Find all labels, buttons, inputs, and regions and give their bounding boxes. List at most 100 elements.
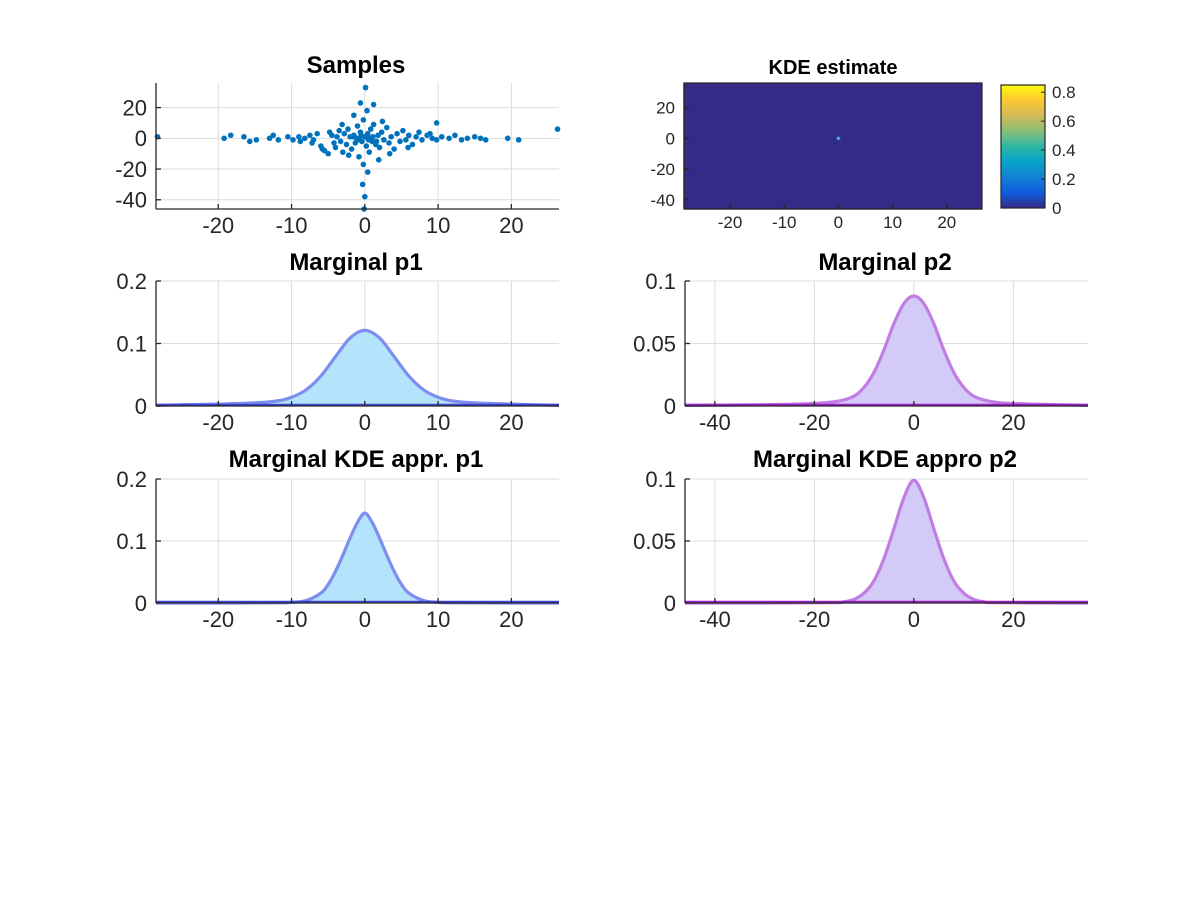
sample-point	[350, 133, 356, 140]
kde-title: KDE estimate	[769, 57, 898, 79]
marginal-kde-p1-title: Marginal KDE appr. p1	[229, 446, 484, 473]
sample-point	[405, 132, 412, 139]
marginal-p1-plot: Marginal p1 -20 -10 0 10 20 0 0.1 0.2	[116, 249, 560, 435]
sample-point	[413, 133, 419, 140]
y-tick-label: -20	[650, 160, 675, 179]
x-tick-label: 20	[499, 410, 523, 435]
samples-grid	[156, 83, 559, 209]
sample-point	[458, 137, 465, 143]
sample-point	[364, 169, 371, 175]
x-tick-label: -20	[202, 607, 234, 632]
density-fill	[156, 513, 559, 603]
x-tick-label: 20	[937, 213, 956, 232]
sample-point	[337, 138, 344, 145]
sample-point	[253, 137, 260, 143]
sample-point	[314, 130, 321, 137]
kde-colorbar	[1000, 84, 1046, 209]
sample-point	[427, 130, 433, 137]
marginal-kde-p1-curve	[156, 511, 559, 605]
sample-point	[246, 138, 253, 145]
sample-point	[429, 135, 436, 142]
sample-point	[375, 157, 382, 163]
sample-point	[336, 127, 342, 134]
y-tick-label: 0.05	[633, 331, 676, 356]
y-tick-label: 0.2	[116, 467, 147, 492]
kde-axes: -20 -10 0 10 20 -40 -20 0 20	[650, 82, 983, 232]
y-tick-label: 0	[135, 126, 147, 151]
y-tick-label: 0	[666, 129, 675, 148]
x-tick-label: -10	[276, 607, 308, 632]
sample-point	[340, 149, 346, 155]
sample-point	[452, 132, 458, 139]
colorbar-tick-label: 0.6	[1052, 112, 1076, 131]
sample-point	[362, 84, 369, 91]
density-fill	[156, 330, 559, 406]
sample-point	[285, 133, 291, 140]
sample-point	[409, 141, 416, 148]
sample-point	[362, 193, 368, 200]
marginal-kde-p1-axes: -20 -10 0 10 20 0 0.1 0.2	[116, 467, 559, 632]
density-fill	[685, 296, 1088, 406]
sample-point	[370, 101, 377, 108]
x-tick-label: -10	[276, 410, 308, 435]
x-tick-label: 20	[499, 213, 523, 238]
marginal-p1-title: Marginal p1	[289, 249, 422, 276]
kde-peak-spot	[835, 135, 842, 142]
x-tick-label: 20	[1001, 410, 1025, 435]
sample-point	[332, 144, 339, 151]
sample-point	[360, 117, 367, 123]
sample-point	[419, 137, 425, 143]
density-fill	[685, 480, 1088, 603]
marginal-kde-p2-curve	[685, 478, 1088, 605]
sample-point	[504, 135, 511, 142]
x-tick-label: 10	[426, 607, 450, 632]
sample-point	[367, 135, 373, 142]
sample-point	[348, 146, 355, 152]
sample-point	[376, 144, 383, 151]
sample-point	[357, 100, 364, 106]
sample-point	[341, 130, 348, 137]
sample-point	[359, 181, 366, 188]
marginal-kde-p2-axes: -40 -20 0 20 0 0.05 0.1	[633, 467, 1088, 632]
sample-point	[301, 135, 308, 142]
sample-point	[388, 133, 395, 140]
y-tick-label: -40	[650, 191, 675, 210]
x-tick-label: 0	[834, 213, 843, 232]
sample-point	[438, 133, 445, 140]
x-tick-label: 10	[883, 213, 902, 232]
y-tick-label: -20	[115, 157, 147, 182]
y-tick-label: 0.05	[633, 529, 676, 554]
sample-point	[394, 130, 400, 137]
sample-point	[381, 137, 387, 143]
sample-point	[477, 135, 484, 142]
sample-point	[363, 143, 370, 149]
x-tick-label: 20	[1001, 607, 1025, 632]
sample-point	[400, 127, 406, 134]
x-tick-label: 0	[359, 607, 371, 632]
sample-point	[358, 132, 364, 139]
sample-point	[360, 161, 367, 168]
density-line	[155, 328, 560, 407]
y-tick-label: 0.1	[116, 331, 147, 356]
sample-point	[384, 124, 390, 131]
y-tick-label: 0.2	[116, 269, 147, 294]
sample-point	[391, 146, 397, 152]
samples-title: Samples	[307, 52, 406, 79]
y-tick-label: 0.1	[645, 269, 676, 294]
x-tick-label: 0	[908, 410, 920, 435]
sample-point	[446, 135, 452, 142]
marginal-p2-curve	[684, 294, 1089, 407]
sample-point	[339, 121, 345, 128]
kde-heatmap-field	[684, 83, 982, 209]
sample-point	[433, 120, 440, 126]
y-tick-label: 0.1	[116, 529, 147, 554]
sample-point	[241, 133, 247, 140]
x-tick-label: -20	[202, 410, 234, 435]
marginal-kde-p2-title: Marginal KDE appro p2	[753, 446, 1017, 473]
x-tick-label: 0	[359, 410, 371, 435]
marginal-p1-curve	[155, 328, 560, 407]
sample-point	[464, 135, 471, 142]
sample-point	[319, 146, 326, 152]
samples-points	[154, 84, 561, 212]
